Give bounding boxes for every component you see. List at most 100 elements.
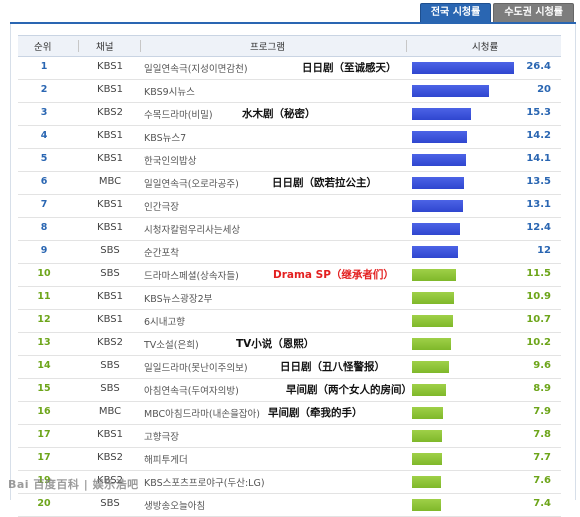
table-row: 8 KBS1 시청자칼럼우리사는세상 12.4 — [18, 218, 561, 241]
rating-bar — [412, 292, 454, 304]
rating-value: 7.9 — [533, 406, 551, 417]
rating-bar — [412, 223, 460, 235]
rating-bar — [412, 453, 442, 465]
ratings-table: 순위 채널 프로그램 시청률 1 KBS1 일일연속극(지성이면감천) 日日剧（至诚感… — [18, 35, 561, 517]
program-label[interactable]: 한국인의밥상 — [144, 156, 197, 167]
rank-label: 19 — [37, 475, 51, 486]
channel-label: KBS1 — [97, 222, 123, 233]
table-row: 19 KBS2 KBS스포츠프로야구(두산:LG) 7.6 — [18, 471, 561, 494]
rating-bar — [412, 246, 458, 258]
header-divider — [406, 40, 407, 52]
rating-bar — [412, 269, 456, 281]
ratings-panel — [10, 24, 576, 500]
watermark: Bai 百度百科 | 娱乐浩吧 — [8, 478, 139, 491]
chinese-annotation: 早间剧（牵我的手） — [268, 407, 363, 419]
program-label[interactable]: 해피투게더 — [144, 455, 188, 466]
program-label[interactable]: KBS뉴스광장2부 — [144, 294, 213, 305]
program-label[interactable]: 순간포착 — [144, 248, 179, 259]
header-rating: 시청률 — [472, 42, 499, 53]
rating-value: 13.5 — [526, 176, 551, 187]
program-label[interactable]: 일일연속극(지성이면감천) — [144, 64, 248, 75]
rating-value: 15.3 — [526, 107, 551, 118]
channel-label: MBC — [98, 176, 122, 187]
program-label[interactable]: TV소설(은희) — [144, 340, 199, 351]
table-row: 17 KBS1 고향극장 7.8 — [18, 425, 561, 448]
channel-label: KBS1 — [97, 199, 123, 210]
channel-label: KBS2 — [97, 475, 123, 486]
channel-label: MBC — [98, 406, 122, 417]
program-label[interactable]: KBS9시뉴스 — [144, 87, 195, 98]
channel-label: SBS — [100, 383, 120, 394]
rating-bar — [412, 499, 441, 511]
header-divider — [78, 40, 79, 52]
table-row: 20 SBS 생방송오늘아침 7.4 — [18, 494, 561, 517]
table-row: 1 KBS1 일일연속극(지성이면감천) 日日剧（至诚感天） 26.4 — [18, 57, 561, 80]
program-label[interactable]: KBS스포츠프로야구(두산:LG) — [144, 478, 265, 489]
program-label[interactable]: 고향극장 — [144, 432, 179, 443]
rank-label: 5 — [40, 153, 48, 164]
table-row: 13 KBS2 TV소설(은희) TV小说（恩熙） 10.2 — [18, 333, 561, 356]
rank-label: 15 — [37, 383, 51, 394]
table-row: 9 SBS 순간포착 12 — [18, 241, 561, 264]
channel-label: KBS2 — [97, 337, 123, 348]
program-label[interactable]: 인간극장 — [144, 202, 179, 213]
table-header: 순위 채널 프로그램 시청률 — [18, 35, 561, 57]
rating-bar — [412, 338, 451, 350]
rating-value: 10.2 — [526, 337, 551, 348]
rating-value: 10.9 — [526, 291, 551, 302]
rating-bar — [412, 62, 514, 74]
rating-bar — [412, 177, 464, 189]
table-row: 5 KBS1 한국인의밥상 14.1 — [18, 149, 561, 172]
program-label[interactable]: KBS뉴스7 — [144, 133, 187, 144]
program-label[interactable]: 수목드라마(비밀) — [144, 110, 213, 121]
chinese-annotation: Drama SP（继承者们） — [273, 269, 394, 281]
chinese-annotation: 日日剧（欧若拉公主） — [272, 177, 377, 189]
table-row: 17 KBS2 해피투게더 7.7 — [18, 448, 561, 471]
program-label[interactable]: 6시내고향 — [144, 317, 186, 328]
rating-value: 12 — [537, 245, 551, 256]
rating-value: 7.7 — [533, 452, 551, 463]
channel-label: SBS — [100, 268, 120, 279]
chinese-annotation: 日日剧（至诚感天） — [302, 62, 397, 74]
rating-value: 26.4 — [526, 61, 551, 72]
rank-label: 12 — [37, 314, 51, 325]
rank-label: 7 — [40, 199, 48, 210]
program-label[interactable]: 아침연속극(두여자의방) — [144, 386, 239, 397]
rating-bar — [412, 108, 471, 120]
rating-bar — [412, 430, 442, 442]
rank-label: 17 — [37, 429, 51, 440]
channel-label: KBS1 — [97, 84, 123, 95]
program-label[interactable]: 생방송오늘아침 — [144, 501, 206, 512]
table-row: 16 MBC MBC아침드라마(내손을잡아) 早间剧（牵我的手） 7.9 — [18, 402, 561, 425]
channel-label: SBS — [100, 245, 120, 256]
program-label[interactable]: 시청자칼럼우리사는세상 — [144, 225, 241, 236]
rank-label: 1 — [40, 61, 48, 72]
channel-label: KBS1 — [97, 314, 123, 325]
rank-label: 9 — [40, 245, 48, 256]
table-row: 11 KBS1 KBS뉴스광장2부 10.9 — [18, 287, 561, 310]
table-row: 6 MBC 일일연속극(오로라공주) 日日剧（欧若拉公主） 13.5 — [18, 172, 561, 195]
rank-label: 11 — [37, 291, 51, 302]
tab-national-rating[interactable]: 전국 시청률 — [419, 3, 492, 23]
program-label[interactable]: 일일드라마(못난이주의보) — [144, 363, 248, 374]
rank-label: 10 — [37, 268, 51, 279]
rating-bar — [412, 315, 453, 327]
rating-value: 14.2 — [526, 130, 551, 141]
rating-value: 7.6 — [533, 475, 551, 486]
table-row: 7 KBS1 인간극장 13.1 — [18, 195, 561, 218]
program-label[interactable]: 드라마스페셜(상속자들) — [144, 271, 239, 282]
header-program: 프로그램 — [250, 42, 285, 53]
channel-label: KBS2 — [97, 107, 123, 118]
program-label[interactable]: MBC아침드라마(내손을잡아) — [144, 409, 260, 420]
rank-label: 16 — [37, 406, 51, 417]
header-divider — [140, 40, 141, 52]
rating-tabs: 전국 시청률 수도권 시청률 — [418, 3, 574, 23]
chinese-annotation: 日日剧（丑八怪警报） — [280, 361, 385, 373]
tab-capital-rating[interactable]: 수도권 시청률 — [493, 3, 574, 23]
table-row: 3 KBS2 수목드라마(비밀) 水木剧（秘密） 15.3 — [18, 103, 561, 126]
rating-bar — [412, 384, 446, 396]
program-label[interactable]: 일일연속극(오로라공주) — [144, 179, 239, 190]
rating-bar — [412, 200, 463, 212]
channel-label: KBS1 — [97, 429, 123, 440]
chinese-annotation: 早间剧（两个女人的房间） — [286, 384, 412, 396]
